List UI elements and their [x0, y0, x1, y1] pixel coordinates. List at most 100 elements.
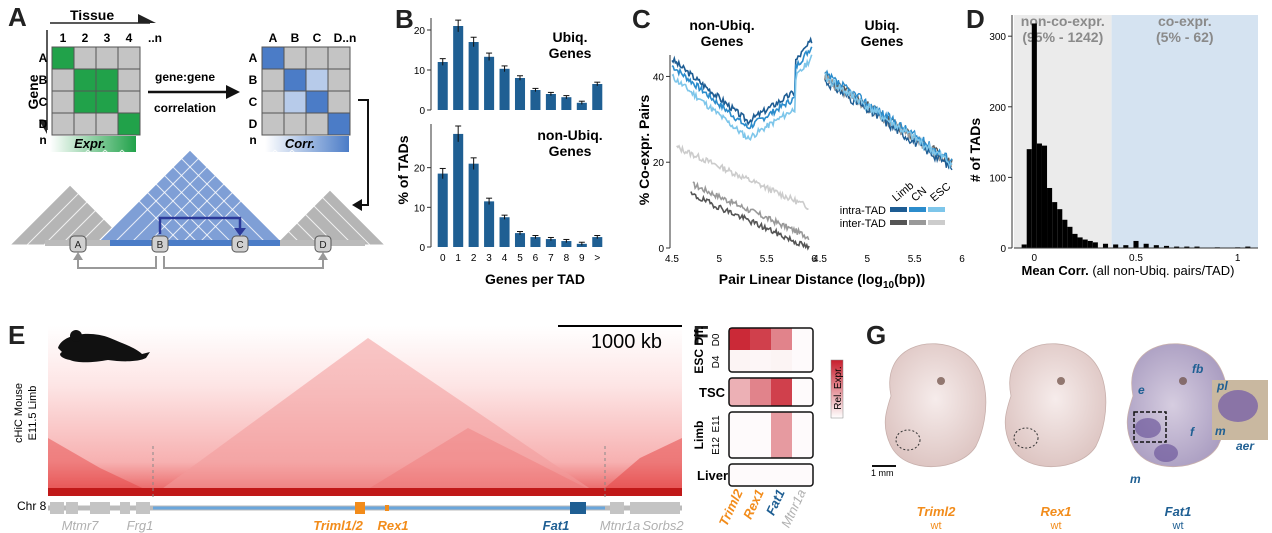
gene-exon	[66, 502, 78, 514]
limb-bud-outline	[895, 429, 921, 451]
gene-row-label: C	[39, 95, 48, 109]
heatmap-cell	[771, 378, 792, 406]
corr-col-label: C	[313, 31, 322, 45]
expr-cell	[117, 90, 141, 114]
sub-label-e12: E12	[711, 437, 722, 455]
expr-cell	[117, 46, 141, 70]
tad-grid	[172, 149, 269, 246]
heatmap-cell	[792, 378, 813, 406]
tad-center	[93, 149, 287, 246]
corr-row-label: D	[249, 117, 258, 131]
hist-bar	[1077, 237, 1083, 248]
tad-grid	[257, 149, 354, 246]
corr-cell	[283, 112, 307, 136]
bar	[484, 201, 495, 247]
hic-tad-right	[598, 438, 682, 494]
tad-grid	[189, 149, 286, 246]
hic-subtad	[360, 428, 598, 494]
corr-col-label: D..n	[334, 31, 357, 45]
bar	[453, 133, 464, 247]
tad-grid	[274, 149, 371, 246]
corr-col-label: A	[269, 31, 278, 45]
fat1-exon	[570, 502, 586, 514]
heatmap-group-box	[728, 411, 814, 459]
heatmap-cell	[792, 464, 813, 486]
elbow-arrow-head	[352, 199, 362, 211]
tissue-label: Tissue	[70, 7, 114, 23]
tissue-col-label: ..n	[148, 31, 162, 45]
y-tick-label: 100	[989, 173, 1006, 184]
corr-cell	[283, 68, 307, 92]
heatmap-cell	[750, 464, 771, 486]
corr-cell	[261, 68, 285, 92]
chr-label: Chr 8	[17, 499, 47, 513]
panel-d-ylabel: # of TADs	[967, 118, 983, 183]
hist-bar	[1021, 244, 1027, 248]
legend-swatch	[909, 207, 926, 212]
group-label-limb: Limb	[693, 421, 706, 450]
embryo-gene-label: Fat1	[1165, 504, 1192, 519]
gene-label: Mtmr7	[62, 518, 100, 533]
hic-ylabel-2: E11.5 Limb	[27, 386, 39, 441]
coexpr-region	[1111, 15, 1258, 248]
y-tick-label: 10	[414, 66, 426, 77]
hist-bar	[1072, 233, 1078, 248]
heatmap-cell	[750, 378, 771, 406]
corr-cell	[305, 112, 329, 136]
hist-bar	[1174, 246, 1180, 248]
x-tick-label: 5	[717, 254, 723, 265]
corr-cell	[327, 112, 351, 136]
tad-grid	[0, 149, 89, 239]
panel-c-title-left-1: non-Ubiq.	[689, 17, 754, 33]
scale-1mm: 1 mm	[871, 468, 894, 478]
corr-cell	[261, 46, 285, 70]
panel-label-g: G	[866, 320, 887, 350]
legend-swatch	[928, 220, 945, 225]
y-tick-label: 0	[1000, 244, 1006, 255]
rel-expr-legend	[830, 359, 844, 419]
heatmap-cell	[750, 412, 771, 435]
panel-b-xlabel: Genes per TAD	[485, 271, 585, 287]
hist-bar	[1092, 242, 1098, 248]
hist-bar	[1153, 245, 1159, 248]
x-tick-label: >	[594, 253, 600, 264]
x-tick-label: 8	[564, 253, 570, 264]
tad-grid	[179, 149, 276, 246]
zoom-box	[1133, 411, 1167, 443]
corr-cell	[283, 46, 307, 70]
tad-grid	[162, 149, 259, 246]
tad-grid	[206, 149, 303, 246]
gene-label: Fat1	[543, 518, 570, 533]
panel-c-xlabel: Pair Linear Distance (log10(bp))	[719, 271, 925, 291]
x-tick-label: 0	[1032, 253, 1038, 264]
bar	[453, 26, 464, 110]
embryo-genotype-label: wt	[1172, 520, 1184, 532]
corr-row-label: A	[249, 51, 258, 65]
inset-stain	[1218, 390, 1258, 422]
panel-b-top-title-2: Genes	[549, 45, 592, 61]
panel-label-d: D	[966, 4, 985, 34]
x-tick-label: 5	[865, 254, 871, 265]
group-label-liver: Liver	[697, 468, 728, 483]
non-coexpr-title-2: (95% - 1242)	[1022, 29, 1103, 45]
embryo-triml2-eye	[937, 377, 945, 385]
heatmap-cell	[750, 435, 771, 458]
heatmap-cell	[729, 378, 750, 406]
panel-label-c: C	[632, 4, 651, 34]
gene-box-label: B	[157, 240, 164, 251]
panel-label-b: B	[395, 4, 414, 34]
bar	[468, 163, 479, 247]
gene-exon	[136, 502, 150, 514]
interaction-arrow	[158, 216, 242, 234]
expr-cell	[95, 90, 119, 114]
heatmap-cell	[750, 350, 771, 372]
y-tick-label: 20	[414, 26, 426, 37]
bar	[499, 217, 510, 247]
corr-label: Corr.	[285, 136, 315, 151]
expr-cell	[51, 68, 75, 92]
tad-grid	[145, 149, 242, 246]
bar	[514, 78, 526, 110]
legend-row-label: inter-TAD	[840, 218, 886, 230]
